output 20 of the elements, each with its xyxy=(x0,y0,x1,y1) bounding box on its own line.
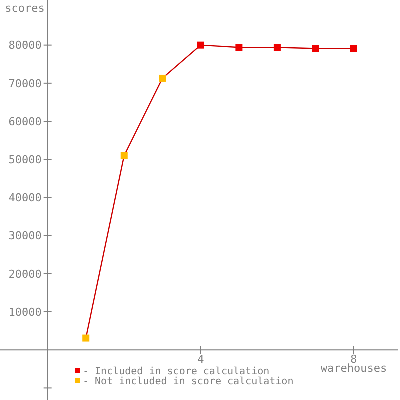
y-tick-label: 80000 xyxy=(8,39,42,52)
point xyxy=(312,45,320,52)
y-tick-label: 50000 xyxy=(8,153,42,166)
point xyxy=(82,334,90,342)
point xyxy=(159,74,166,82)
point xyxy=(120,152,128,160)
y-tick-label: 20000 xyxy=(8,268,42,281)
point xyxy=(236,44,243,52)
y-tick-label: 60000 xyxy=(8,115,42,128)
point xyxy=(274,44,281,52)
y-tick-label: 30000 xyxy=(8,230,42,243)
y-tick-label: 10000 xyxy=(8,306,42,319)
point xyxy=(350,45,358,52)
y-tick-label: 40000 xyxy=(8,192,42,205)
point xyxy=(197,42,204,49)
y-axis-title: scores xyxy=(5,2,45,15)
legend-label: - Not included in score calculation xyxy=(83,376,294,388)
x-tick-label: 4 xyxy=(198,353,205,366)
legend-label: - Included in score calculation xyxy=(83,366,270,378)
y-tick-label: 70000 xyxy=(8,77,42,90)
